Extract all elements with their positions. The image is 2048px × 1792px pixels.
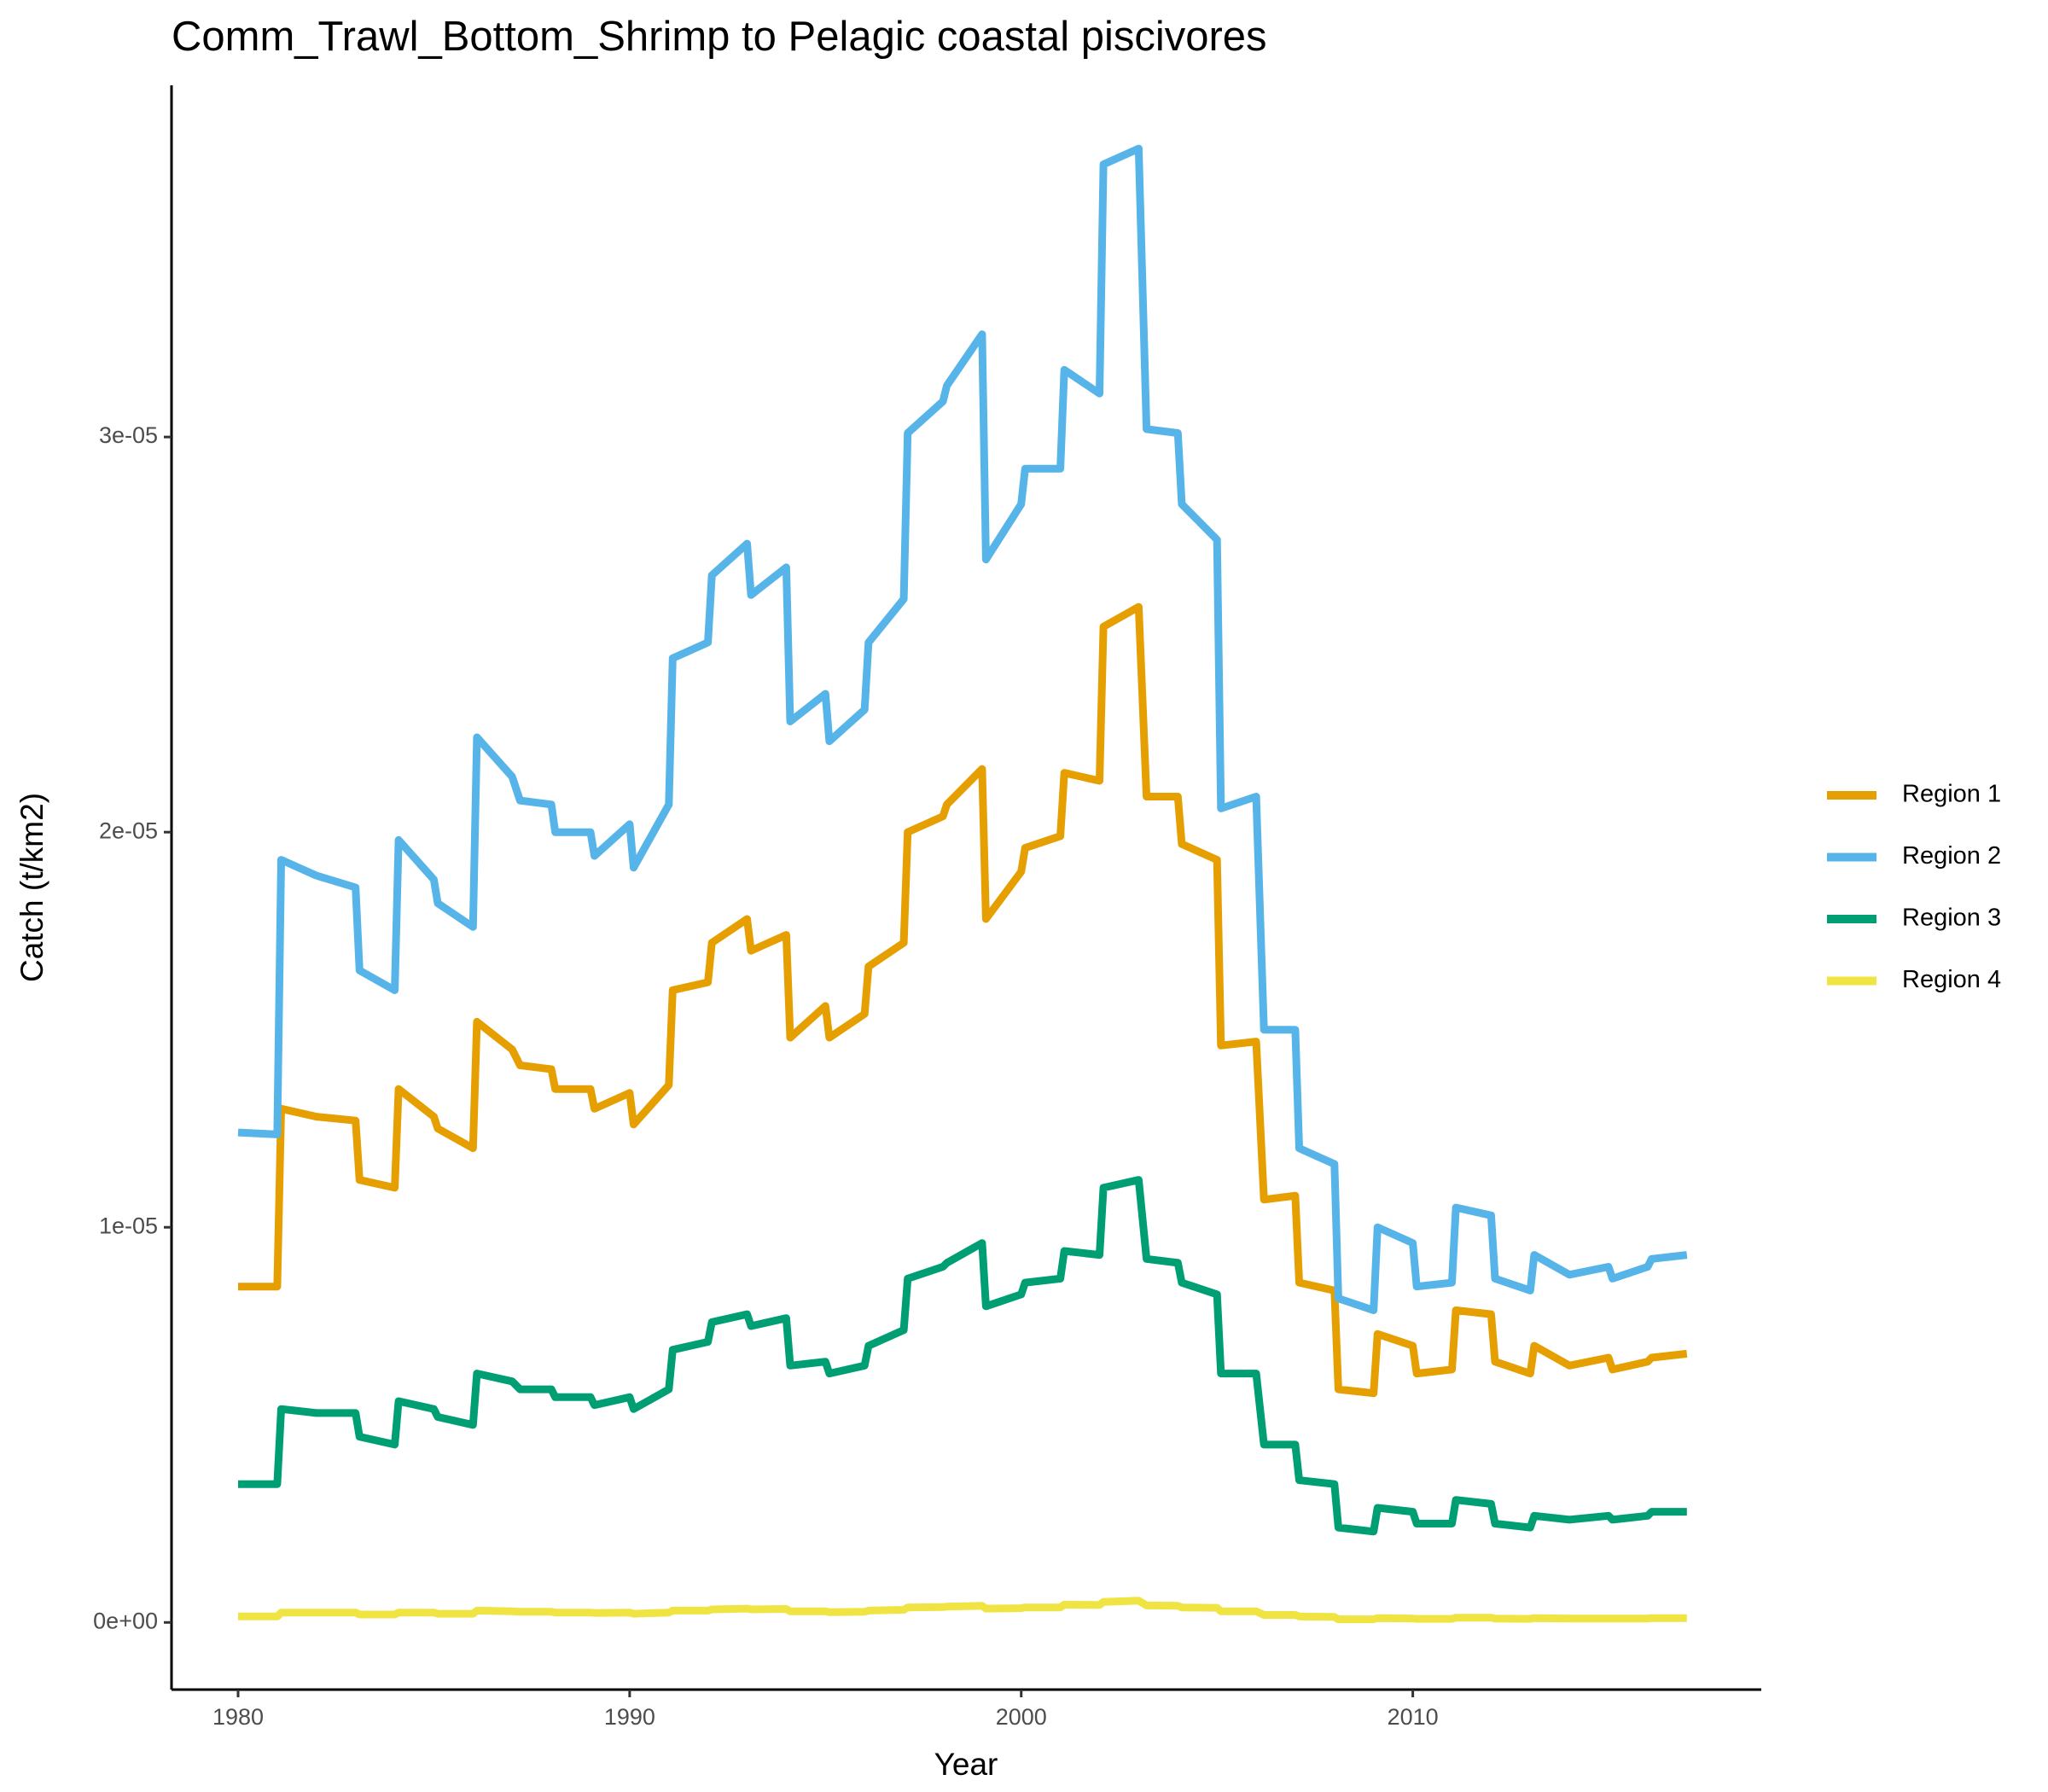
y-tick-label: 2e-05 (99, 817, 158, 843)
x-axis-label: Year (934, 1747, 998, 1782)
x-tick-label: 1980 (212, 1704, 264, 1730)
data-line (238, 1176, 1687, 1536)
data-line (238, 602, 1688, 1398)
legend-label: Region 3 (1902, 905, 2001, 932)
x-tick-label: 2010 (1388, 1704, 1439, 1730)
legend-label: Region 4 (1902, 966, 2001, 993)
legend-label: Region 2 (1902, 842, 2001, 870)
x-tick-label: 2000 (996, 1704, 1047, 1730)
y-tick-label: 3e-05 (99, 422, 158, 448)
data-line (238, 1597, 1687, 1624)
y-tick-label: 0e+00 (93, 1608, 158, 1633)
y-axis-label: Catch (t/km2) (15, 793, 49, 982)
x-tick-label: 1990 (604, 1704, 655, 1730)
chart-title: Comm_Trawl_Bottom_Shrimp to Pelagic coas… (172, 14, 1267, 60)
data-line (237, 144, 1688, 1314)
legend-label: Region 1 (1902, 781, 2001, 808)
y-tick-label: 1e-05 (99, 1213, 158, 1238)
